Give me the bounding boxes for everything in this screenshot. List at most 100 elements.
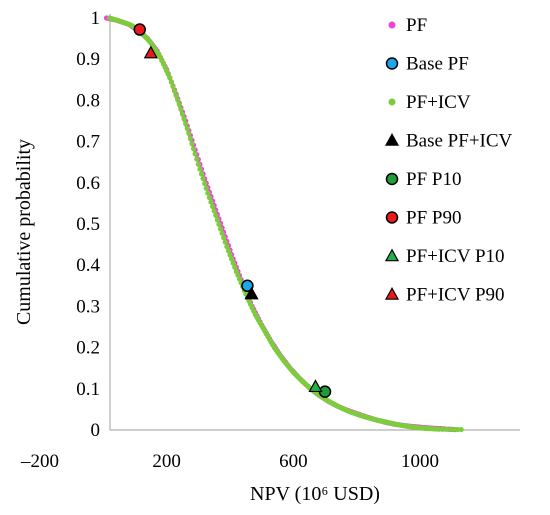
x-tick-label: 600 — [279, 451, 308, 472]
data-point — [213, 212, 219, 219]
y-tick-label: 0 — [91, 420, 101, 441]
y-tick-label: 0.7 — [76, 132, 100, 153]
data-point — [206, 194, 213, 201]
legend-label: Base PF — [406, 54, 469, 75]
y-tick-label: 0.9 — [76, 49, 100, 70]
legend-label: Base PF+ICV — [406, 131, 513, 152]
data-point — [222, 239, 228, 245]
y-tick-label: 0.3 — [76, 296, 100, 317]
legend-item: Base PF — [385, 54, 469, 75]
legend-marker — [385, 172, 399, 186]
y-tick-label: 0.1 — [76, 379, 100, 400]
legend-item: PF P90 — [385, 208, 461, 229]
y-tick-label: 0.4 — [76, 255, 100, 276]
data-point — [189, 141, 195, 147]
x-tick-label: –200 — [20, 451, 59, 472]
data-point — [195, 161, 201, 167]
x-tick-label: 1000 — [401, 451, 439, 472]
data-point — [232, 264, 238, 270]
data-point — [181, 116, 187, 122]
data-point — [205, 190, 211, 196]
data-point — [176, 101, 182, 108]
y-tick-label: 0.6 — [76, 173, 100, 194]
legend-marker — [388, 21, 396, 29]
plot-area — [103, 15, 464, 433]
data-point — [184, 125, 190, 132]
legend-marker — [384, 248, 400, 262]
legend-marker — [384, 132, 400, 146]
data-point — [187, 135, 194, 142]
legend-item: PF+ICV P90 — [384, 285, 505, 306]
data-point — [167, 75, 173, 81]
data-point — [241, 279, 254, 293]
legend-item: PF P10 — [385, 169, 461, 190]
data-point — [168, 79, 175, 85]
legend-label: PF+ICV — [406, 92, 471, 113]
legend-marker — [385, 57, 399, 70]
data-point — [214, 217, 220, 223]
data-point — [443, 426, 449, 432]
data-point — [178, 106, 184, 112]
data-point — [202, 180, 208, 187]
data-point — [224, 244, 230, 250]
data-point — [190, 146, 197, 152]
data-point — [143, 45, 158, 59]
x-axis-title: NPV (10⁶ USD) — [250, 483, 380, 505]
data-point — [458, 426, 464, 433]
data-point — [244, 286, 259, 300]
data-point — [186, 130, 192, 136]
legend-label: PF P90 — [406, 208, 461, 229]
data-point — [219, 230, 225, 236]
data-point — [447, 426, 453, 432]
data-point — [227, 252, 233, 258]
data-point — [198, 171, 205, 177]
legend-marker — [384, 286, 400, 300]
data-point — [203, 185, 209, 191]
legend-label: PF+ICV P90 — [406, 285, 505, 306]
data-point — [228, 256, 235, 262]
data-point — [216, 221, 222, 227]
series-base-pf — [241, 279, 254, 293]
series-pf-p90 — [133, 23, 146, 36]
data-point — [170, 84, 176, 90]
y-axis-title: Cumulative probability — [13, 139, 35, 325]
data-point — [211, 208, 217, 214]
data-point — [173, 92, 179, 99]
legend-item: PF — [388, 15, 427, 36]
data-point — [175, 97, 181, 103]
x-tick-label: 200 — [152, 451, 181, 472]
axes: 0 0.1 0.2 0.3 0.4 0.5 0.6 0.7 0.8 0.9 1 –200 200 600 1… — [20, 8, 520, 472]
series-pf — [103, 15, 458, 433]
data-point — [133, 23, 146, 36]
legend-item: Base PF+ICV — [384, 131, 513, 152]
legend-marker — [385, 211, 399, 224]
y-tick-label: 1 — [91, 8, 101, 29]
data-point — [183, 121, 189, 127]
data-point — [451, 426, 457, 433]
legend-label: PF — [406, 15, 427, 36]
data-point — [194, 156, 200, 162]
data-point — [197, 166, 203, 172]
series-pf-icv-p10 — [308, 379, 323, 393]
data-point — [200, 176, 206, 182]
data-point — [171, 88, 178, 94]
data-point — [225, 248, 232, 254]
series-base-pf-icv — [244, 286, 259, 300]
data-point — [221, 235, 227, 241]
legend-marker — [388, 98, 396, 106]
data-point — [308, 379, 323, 393]
data-point — [230, 260, 236, 266]
data-point — [436, 426, 442, 432]
legend-item: PF+ICV — [388, 92, 471, 113]
y-tick-label: 0.2 — [76, 338, 100, 359]
legend-label: PF P10 — [406, 169, 461, 190]
data-point — [209, 203, 216, 210]
legend-item: PF+ICV P10 — [384, 246, 505, 267]
data-point — [192, 151, 198, 157]
data-point — [179, 111, 186, 117]
data-point — [217, 226, 224, 232]
legend-label: PF+ICV P10 — [406, 246, 505, 267]
y-tick-label: 0.8 — [76, 90, 100, 111]
y-tick-label: 0.5 — [76, 214, 100, 235]
